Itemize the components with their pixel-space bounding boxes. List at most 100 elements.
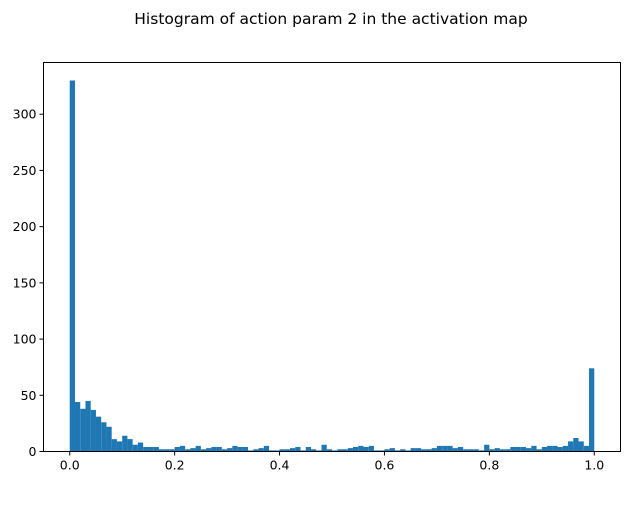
histogram-bar <box>358 445 364 452</box>
x-axis: 0.0 0.2 0.4 0.6 0.8 1.0 <box>60 451 604 473</box>
histogram-bar <box>541 447 548 452</box>
histogram-bar <box>206 448 212 452</box>
histogram-bar <box>578 441 584 452</box>
histogram-bar <box>227 448 233 452</box>
histogram-bar <box>536 449 542 452</box>
y-tick-label: 100 <box>13 332 37 347</box>
histogram-bar <box>74 402 81 452</box>
histogram-bar <box>515 447 521 452</box>
histogram-bar <box>106 426 112 452</box>
histogram-bar <box>190 448 196 452</box>
histogram-bar <box>332 450 338 452</box>
histogram-bar <box>520 447 527 452</box>
y-tick-label: 200 <box>13 219 37 234</box>
histogram-bar <box>300 450 306 452</box>
histogram-bar <box>410 448 416 452</box>
histogram-bar <box>326 449 332 452</box>
histogram-bar <box>200 449 207 452</box>
histogram-bar <box>447 445 453 452</box>
histogram-bar <box>169 449 175 452</box>
histogram-bar <box>573 438 579 452</box>
bars-group <box>69 80 595 452</box>
x-tick-label: 0.6 <box>375 458 395 473</box>
y-tick-label: 150 <box>13 275 37 290</box>
histogram-bar <box>583 445 590 452</box>
histogram-bar <box>284 449 291 452</box>
y-axis: 0 50 100 150 200 250 300 <box>13 107 44 459</box>
histogram-bar <box>478 450 485 452</box>
histogram-bar <box>421 449 427 452</box>
histogram-bar <box>242 447 249 452</box>
histogram-bar <box>311 449 317 452</box>
histogram-bar <box>452 448 458 452</box>
histogram-bar <box>148 447 154 452</box>
x-tick-label: 0.4 <box>270 458 290 473</box>
histogram-bar <box>436 445 443 452</box>
histogram-bar <box>562 445 569 452</box>
histogram-bar <box>290 448 296 452</box>
histogram-bar <box>279 449 285 452</box>
histogram-bar <box>174 447 180 452</box>
histogram-bar <box>143 447 149 452</box>
histogram-bar <box>384 449 390 452</box>
histogram-bar <box>274 450 280 452</box>
histogram-bar <box>153 447 159 452</box>
histogram-bar <box>415 448 422 452</box>
histogram-bar <box>195 445 201 452</box>
histogram-bar <box>305 447 312 452</box>
histogram-bar <box>90 409 96 452</box>
histogram-bar <box>111 439 117 452</box>
histogram-bar <box>589 368 595 452</box>
histogram-bar <box>468 449 474 452</box>
histogram-bar <box>484 444 490 452</box>
y-tick-label: 50 <box>21 388 37 403</box>
histogram-bar <box>379 450 385 452</box>
x-tick-label: 0.2 <box>165 458 185 473</box>
y-tick-label: 300 <box>13 107 37 122</box>
histogram-bar <box>494 448 500 452</box>
histogram-bar <box>164 449 170 452</box>
histogram-bar <box>95 416 102 452</box>
histogram-bar <box>253 449 259 452</box>
histogram-bar <box>363 447 369 452</box>
histogram-bar <box>85 400 91 452</box>
histogram-bar <box>373 450 380 452</box>
x-tick-label: 1.0 <box>584 458 604 473</box>
histogram-bar <box>557 447 563 452</box>
histogram-bar <box>69 80 75 452</box>
histogram-bar <box>510 447 516 452</box>
histogram-bar <box>269 450 275 452</box>
y-tick-label: 250 <box>13 163 37 178</box>
histogram-bar <box>132 444 138 452</box>
x-tick-label: 0.0 <box>60 458 80 473</box>
histogram-bar <box>431 448 437 452</box>
x-tick-label: 0.8 <box>479 458 499 473</box>
histogram-bar <box>263 445 270 452</box>
histogram-bar <box>342 449 348 452</box>
histogram-bar <box>394 450 401 452</box>
histogram-bar <box>531 445 537 452</box>
chart-title: Histogram of action param 2 in the activ… <box>134 10 527 28</box>
histogram-bar <box>216 447 222 452</box>
histogram-bar <box>405 450 411 452</box>
histogram-bar <box>442 445 448 452</box>
histogram-bar <box>232 445 238 452</box>
histogram-bar <box>499 449 506 452</box>
histogram-bar <box>400 449 406 452</box>
histogram-bar <box>473 449 479 452</box>
histogram-bar <box>158 449 165 452</box>
histogram-bar <box>389 448 395 452</box>
histogram-bar <box>295 447 301 452</box>
histogram-bar <box>127 439 133 452</box>
histogram-bar <box>101 422 107 452</box>
histogram-bar <box>185 449 191 452</box>
histogram-bar <box>426 449 432 452</box>
histogram-bar <box>80 408 86 452</box>
histogram-bar <box>463 449 469 452</box>
histogram-bar <box>116 441 123 452</box>
histogram-bar <box>237 447 243 452</box>
histogram-bar <box>347 448 353 452</box>
histogram-bar <box>321 444 327 452</box>
histogram-bar <box>137 442 144 452</box>
